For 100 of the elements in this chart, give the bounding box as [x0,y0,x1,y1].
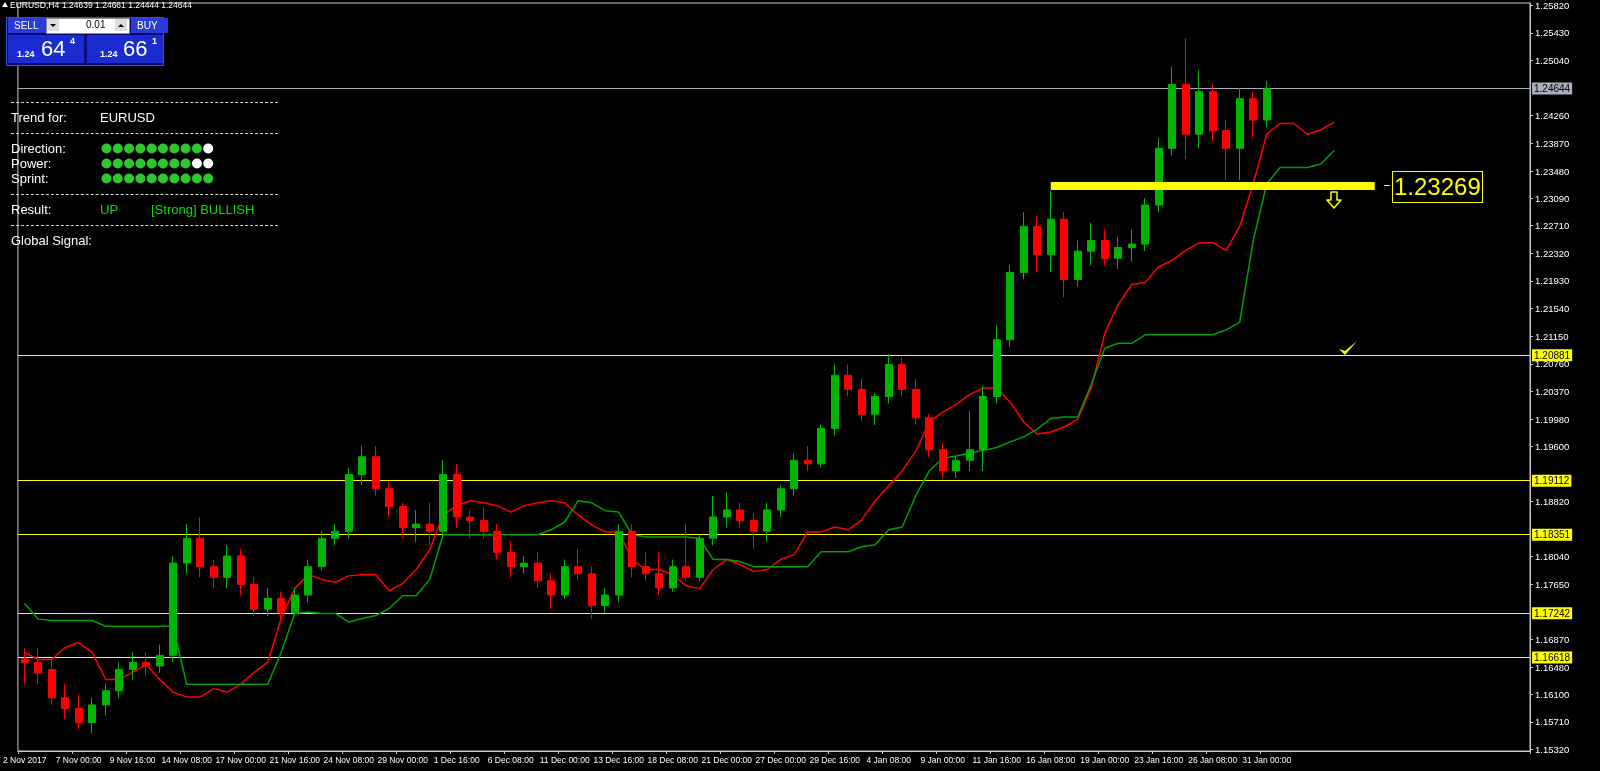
y-tick-label: 1.22320 [1535,247,1570,259]
annotation: 64 [41,36,66,61]
candlestick [1020,211,1028,281]
y-tick-label: 1.24260 [1535,110,1570,122]
candlestick [534,551,542,589]
candlestick [385,481,393,518]
annotation: BUY [137,20,158,31]
x-tick-label: 1 Dec 16:00 [433,754,480,765]
candlestick [1114,236,1122,270]
candlestick [763,502,771,543]
candlestick [102,683,110,717]
y-tick-label: 1.23090 [1535,193,1570,205]
x-tick-label: 18 Dec 08:00 [647,754,699,765]
candlestick [1006,264,1014,348]
candlestick [183,523,191,575]
x-tick-label: 21 Nov 16:00 [269,754,321,765]
y-tick-label: 1.16870 [1535,634,1570,646]
y-tick-label: 1.19980 [1535,413,1570,425]
candlestick [520,555,528,575]
annotation: 1.24 [100,49,118,59]
candlestick [250,576,258,617]
candlestick [1263,80,1271,128]
ref-line-label: 1.20881 [1534,349,1571,361]
annotation: Direction: [11,141,66,156]
annotation: SELL [14,20,39,31]
candlestick [696,534,704,582]
candlestick [844,364,852,397]
candlestick [1182,37,1190,160]
candlestick [561,559,569,600]
candlestick [1249,91,1257,139]
candlestick [345,466,353,539]
y-tick-label: 1.18820 [1535,495,1570,507]
candlestick [453,463,461,529]
candlestick [196,516,204,578]
annotation: EURUSD [100,110,155,125]
candlestick [682,523,690,582]
candlestick [493,523,501,561]
y-tick-label: 1.25820 [1535,0,1570,11]
candlestick [1074,240,1082,288]
candlestick [142,651,150,678]
candlestick [1060,211,1068,298]
candlestick [547,573,555,610]
x-tick-label: 29 Dec 16:00 [809,754,861,765]
chart-subtitle: 1.24639 1.24661 1.24444 1.24644 [62,0,192,10]
annotation: Sprint: [11,171,49,186]
x-tick-label: 19 Jan 00:00 [1080,754,1130,765]
candlestick [156,644,164,674]
chart-title: EURUSD,H4 [10,0,60,10]
ref-line-label: 1.18351 [1534,529,1571,541]
annotation: 1.24 [17,49,35,59]
annotation: 4 [70,36,76,46]
candlestick [1087,222,1095,266]
candlestick [1236,87,1244,181]
annotation: Power: [11,156,52,171]
candlestick [277,590,285,621]
x-tick-label: 26 Jan 08:00 [1188,754,1238,765]
y-tick-label: 1.17650 [1535,578,1570,590]
candlestick [655,551,663,596]
y-tick-label: 1.16100 [1535,688,1570,700]
candlestick [709,495,717,546]
candlestick [331,523,339,546]
annotation: Global Signal: [11,233,92,248]
x-tick-label: 9 Nov 16:00 [109,754,156,765]
x-tick-label: 9 Jan 00:00 [920,754,966,765]
candlestick [1033,215,1041,273]
candlestick [669,559,677,592]
candlestick [34,647,42,685]
candlestick [426,502,434,546]
ref-line-label: 1.17242 [1534,607,1571,619]
y-tick-label: 1.18040 [1535,551,1570,563]
candlestick [804,445,812,472]
candlestick [898,357,906,397]
candlestick [115,661,123,699]
candlestick [1101,229,1109,266]
ref-line-label: 1.16618 [1534,652,1571,664]
x-tick-label: 23 Jan 16:00 [1134,754,1184,765]
annotation: 1.23269 [1392,170,1483,203]
candlestick [1128,229,1136,263]
x-tick-label: 16 Jan 08:00 [1026,754,1076,765]
candlestick [466,509,474,539]
candlestick [615,523,623,603]
y-tick-label: 1.25430 [1535,27,1570,39]
candlestick [831,364,839,436]
candlestick [304,559,312,603]
y-tick-label: 1.20370 [1535,386,1570,398]
candlestick [601,587,609,614]
candlestick [264,587,272,617]
annotation: Trend for: [11,110,67,125]
ref-line-label: 1.24644 [1534,83,1571,95]
candlestick [1222,119,1230,181]
x-tick-label: 4 Jan 08:00 [866,754,912,765]
candlestick [88,697,96,734]
candlestick [210,559,218,589]
y-tick-label: 1.22710 [1535,220,1570,232]
candlestick [291,587,299,617]
x-tick-label: 2 Nov 2017 [2,754,47,765]
annotation: UP [100,202,119,217]
candlestick [1168,66,1176,156]
candlestick [588,566,596,620]
candlestick [574,548,582,582]
